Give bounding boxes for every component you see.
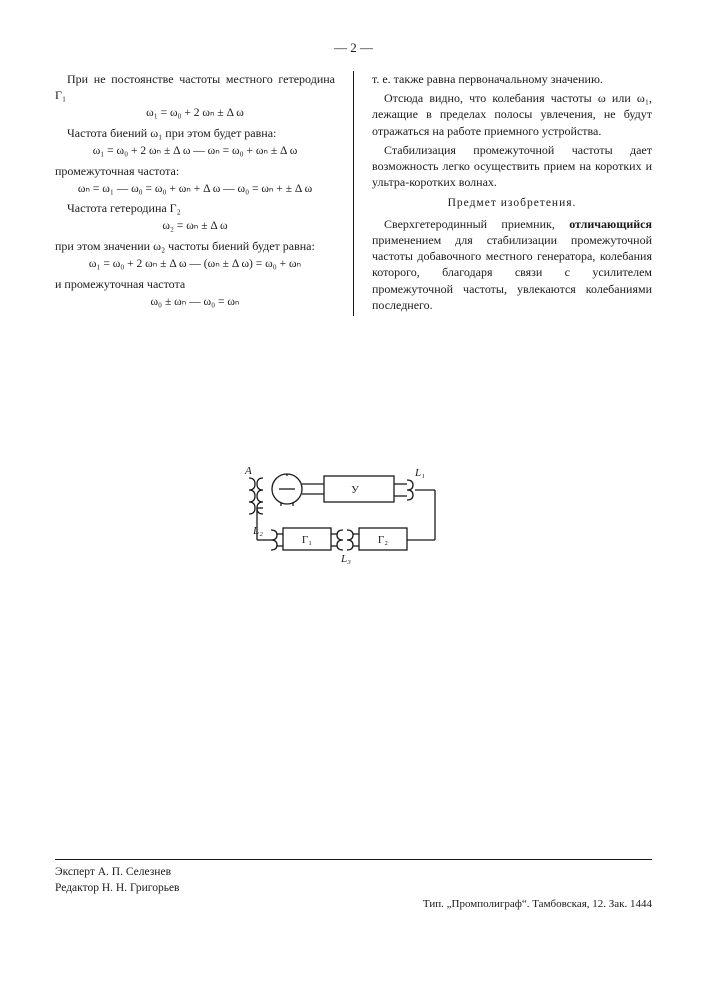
para: Стабилизация промежуточной частоты дает … xyxy=(372,142,652,191)
diagram-label: У xyxy=(351,484,359,496)
claim-emphasis: отличающийся xyxy=(569,217,652,231)
para: и промежуточная частота xyxy=(55,276,335,292)
claim-text: Сверхгетеродинный приемник, xyxy=(384,217,569,231)
formula: ω₁ = ω₀ + 2 ωₙ ± Δ ω — ωₙ = ω₀ + ωₙ ± Δ … xyxy=(55,144,335,160)
footer-imprint: Тип. „Промполиграф“. Тамбовская, 12. Зак… xyxy=(55,898,652,910)
formula: ω₁ = ω₀ + 2 ωₙ ± Δ ω xyxy=(55,106,335,122)
para: при этом значении ω₂ частоты биений буде… xyxy=(55,238,335,254)
formula: ω₁ = ω₀ + 2 ωₙ ± Δ ω — (ωₙ ± Δ ω) = ω₀ +… xyxy=(55,257,335,273)
diagram-label: Г₁ xyxy=(301,534,311,546)
coil-icon xyxy=(407,480,413,500)
page-number: — 2 — xyxy=(55,40,652,56)
footer-editor: Редактор Н. Н. Григорьев xyxy=(55,882,652,894)
footer-rule xyxy=(55,859,652,860)
para: При не постоянстве частоты местного гете… xyxy=(55,71,335,103)
claim-para: Сверхгетеродинный приемник, отличающийся… xyxy=(372,216,652,313)
formula: ω₀ ± ωₙ — ω₀ = ωₙ xyxy=(55,295,335,311)
page: — 2 — При не постоянстве частоты местног… xyxy=(0,0,707,1000)
diagram-label: L₂ xyxy=(252,525,263,537)
coil-icon xyxy=(249,478,255,514)
coil-icon xyxy=(271,530,277,550)
diagram-label: Г₂ xyxy=(377,534,387,546)
amplifier-block xyxy=(324,476,394,502)
para: т. е. также равна первоначальному значен… xyxy=(372,71,652,87)
formula: ω₂ = ωₙ ± Δ ω xyxy=(55,219,335,235)
coil-icon xyxy=(337,530,343,550)
para: Частота биений ω₁ при этом будет равна: xyxy=(55,125,335,141)
diagram-label: L₁ xyxy=(414,467,425,479)
claim-text: применением для стабилизации промежуточн… xyxy=(372,233,652,312)
diagram-label: L₃ xyxy=(340,553,351,565)
circuit-diagram: A У L₁ L₂ L₃ Г₁ Г₂ xyxy=(55,456,652,571)
left-column: При не постоянстве частоты местного гете… xyxy=(55,71,335,316)
footer: Эксперт А. П. Селезнев Редактор Н. Н. Гр… xyxy=(55,857,652,910)
column-separator xyxy=(353,71,354,316)
para: Отсюда видно, что колебания частоты ω ил… xyxy=(372,90,652,139)
section-heading: Предмет изобретения. xyxy=(372,196,652,212)
coil-icon xyxy=(347,530,353,550)
formula: ωₙ = ω₁ — ω₀ = ω₀ + ωₙ + Δ ω — ω₀ = ωₙ +… xyxy=(55,182,335,198)
two-column-body: При не постоянстве частоты местного гете… xyxy=(55,71,652,316)
circuit-svg: A У L₁ L₂ L₃ Г₁ Г₂ xyxy=(229,456,479,566)
footer-expert: Эксперт А. П. Селезнев xyxy=(55,866,652,878)
para: промежуточная частота: xyxy=(55,163,335,179)
diagram-label: A xyxy=(244,465,252,477)
para: Частота гетеродина Г₂ xyxy=(55,200,335,216)
right-column: т. е. также равна первоначальному значен… xyxy=(372,71,652,316)
